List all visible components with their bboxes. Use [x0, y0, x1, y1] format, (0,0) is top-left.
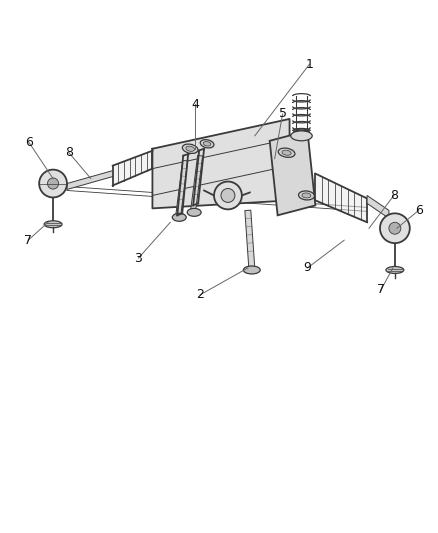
Circle shape	[214, 182, 242, 209]
Polygon shape	[113, 151, 152, 185]
Ellipse shape	[278, 148, 295, 157]
Polygon shape	[270, 131, 315, 215]
Circle shape	[221, 189, 235, 203]
Text: 9: 9	[304, 262, 311, 274]
Text: 2: 2	[196, 288, 204, 301]
Ellipse shape	[386, 266, 404, 273]
Ellipse shape	[44, 221, 62, 228]
Text: 5: 5	[279, 108, 286, 120]
Ellipse shape	[182, 144, 198, 154]
Ellipse shape	[299, 191, 314, 200]
Circle shape	[39, 169, 67, 197]
Ellipse shape	[291, 131, 312, 141]
Ellipse shape	[172, 213, 186, 221]
Text: 4: 4	[191, 98, 199, 110]
Ellipse shape	[186, 146, 194, 151]
Ellipse shape	[200, 140, 214, 148]
Ellipse shape	[187, 208, 201, 216]
Polygon shape	[315, 174, 367, 222]
Polygon shape	[67, 171, 113, 190]
Circle shape	[389, 222, 401, 234]
Text: 6: 6	[25, 136, 33, 149]
Polygon shape	[191, 156, 203, 211]
Ellipse shape	[244, 266, 260, 274]
Text: 8: 8	[65, 146, 73, 159]
Polygon shape	[245, 210, 255, 268]
Text: 7: 7	[24, 233, 32, 247]
Ellipse shape	[203, 141, 211, 146]
Polygon shape	[152, 119, 290, 208]
Polygon shape	[367, 196, 389, 219]
Text: 3: 3	[134, 252, 142, 264]
Text: 6: 6	[415, 204, 423, 217]
Text: 1: 1	[305, 58, 313, 71]
Text: 7: 7	[377, 284, 385, 296]
Ellipse shape	[282, 150, 291, 155]
Polygon shape	[176, 160, 187, 216]
Circle shape	[47, 178, 59, 189]
Circle shape	[380, 213, 410, 243]
Text: 8: 8	[390, 189, 398, 202]
Ellipse shape	[302, 193, 311, 198]
